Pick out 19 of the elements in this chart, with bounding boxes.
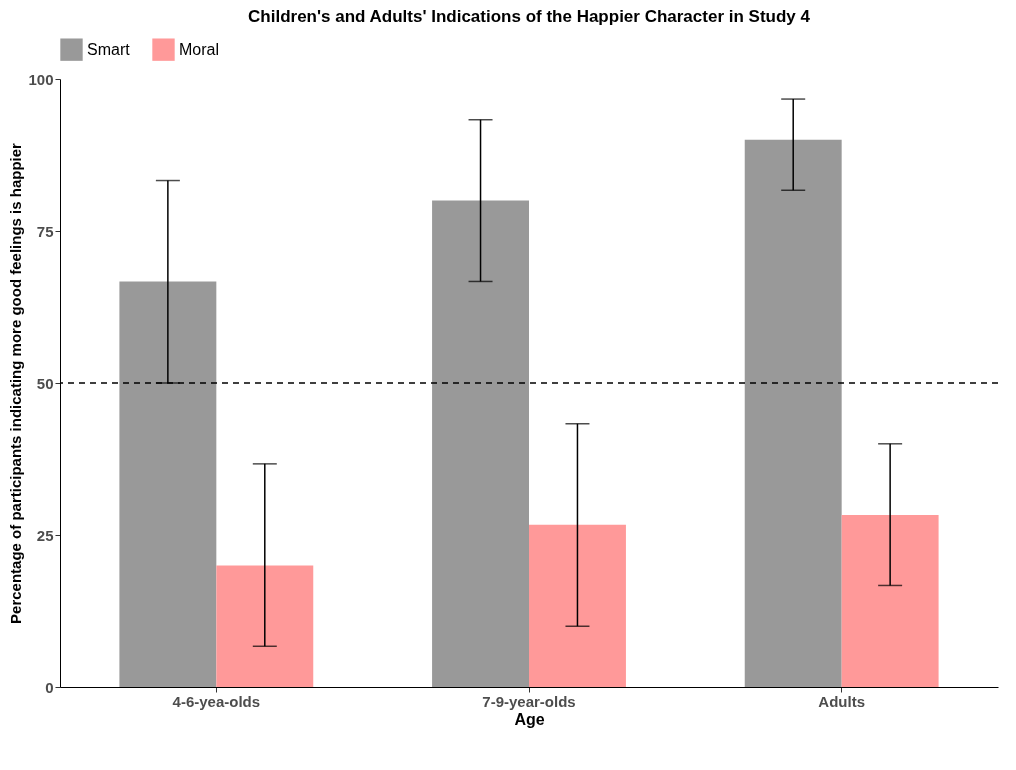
y-tick-label: 100 [28,70,54,88]
y-tick-label: 75 [36,222,54,240]
x-tick-label: Adults [818,692,865,710]
legend-label: Smart [87,40,131,58]
x-tick-label: 4-6-yea-olds [172,692,261,710]
bar [432,200,529,687]
bar [119,281,217,687]
bar [529,524,626,687]
x-axis-title: Age [514,710,545,728]
y-tick-label: 50 [36,374,54,392]
legend-label: Moral [179,40,220,58]
bar [216,565,314,687]
y-tick-label: 0 [45,678,54,696]
chart-title: Children's and Adults' Indications of the Happier Character in Study 4 [248,7,811,26]
y-axis-title: Percentage of participants indicating more good feelings is happier [7,142,25,624]
x-tick-label: 7-9-year-olds [482,692,576,710]
y-tick-label: 25 [36,526,54,544]
bar [841,514,939,687]
bar [744,139,842,687]
